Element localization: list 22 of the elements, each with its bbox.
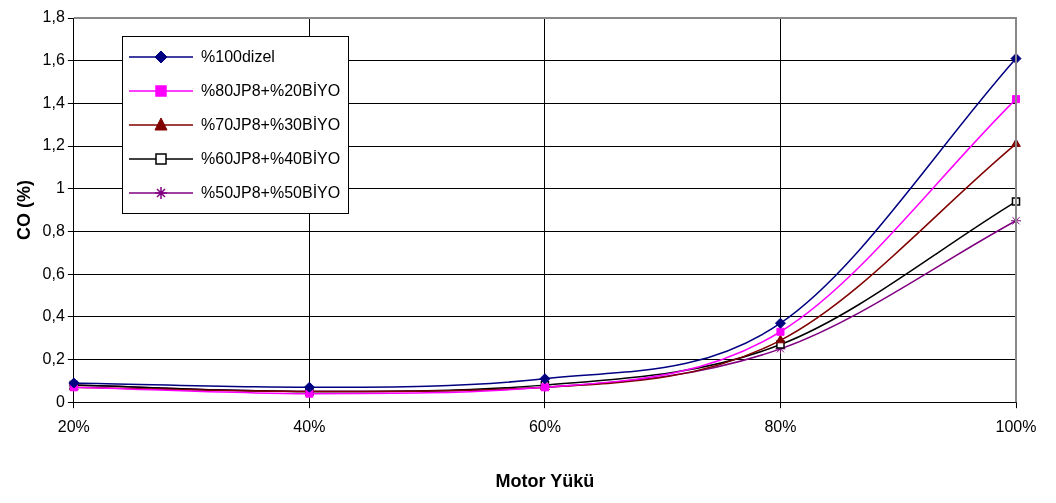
x-tick-label: 60% bbox=[528, 418, 561, 436]
y-tick-label: 1,8 bbox=[42, 8, 65, 26]
y-tick-label: 0,4 bbox=[42, 307, 65, 325]
y-tick-label: 1,4 bbox=[42, 93, 65, 111]
x-axis-title: Motor Yükü bbox=[495, 471, 595, 492]
legend-label: %60JP8+%40BİYO bbox=[201, 150, 341, 168]
x-tick-label: 80% bbox=[764, 418, 797, 436]
x-tick-label: 100% bbox=[995, 418, 1037, 436]
y-tick-label: 1,6 bbox=[42, 51, 65, 69]
y-tick-label: 1 bbox=[55, 179, 65, 197]
legend-label: %70JP8+%30BİYO bbox=[201, 116, 341, 134]
y-tick-label: 0,6 bbox=[42, 264, 65, 282]
y-tick-label: 1,2 bbox=[42, 136, 65, 154]
y-tick-label: 0 bbox=[55, 392, 65, 410]
y-tick-label: 0,2 bbox=[42, 349, 65, 367]
x-tick-label: 40% bbox=[293, 418, 326, 436]
legend-label: %100dizel bbox=[201, 48, 275, 66]
y-axis-title: CO (%) bbox=[13, 180, 34, 241]
y-tick-label: 0,8 bbox=[42, 221, 65, 239]
legend-label: %50JP8+%50BİYO bbox=[201, 184, 341, 202]
legend-label: %80JP8+%20BİYO bbox=[201, 82, 341, 100]
x-tick-label: 20% bbox=[57, 418, 90, 436]
